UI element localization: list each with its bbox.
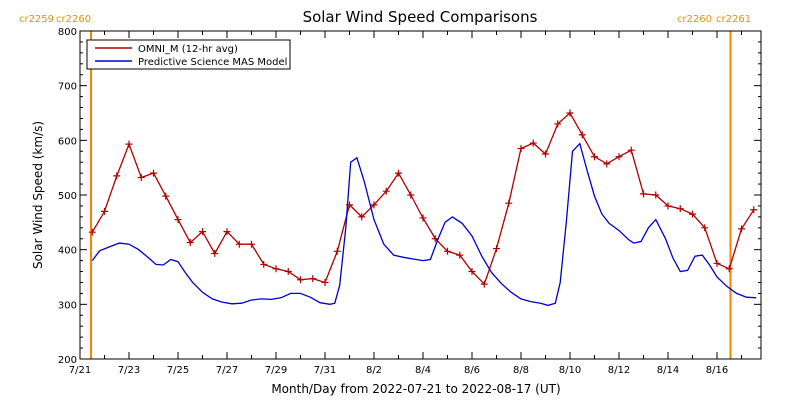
omni-data-point	[199, 228, 206, 236]
omni-data-point	[150, 169, 157, 177]
omni-data-point	[309, 275, 317, 283]
carrington-markers: cr2259 cr2260 cr2260 cr2261	[19, 14, 751, 359]
x-tick-label: 7/21	[69, 365, 91, 376]
omni-data-point	[627, 146, 635, 154]
omni-data-point	[211, 249, 219, 257]
legend: OMNI_M (12-hr avg) Predictive Science MA…	[86, 39, 291, 70]
x-tick-label: 8/8	[513, 365, 529, 376]
omni-data-point	[603, 160, 611, 168]
omni-data-point	[333, 247, 341, 255]
omni-series-line	[91, 111, 755, 286]
omni-data-point	[125, 140, 133, 148]
omni-data-point	[235, 240, 243, 248]
omni-data-point	[615, 153, 623, 161]
omni-data-point	[248, 240, 255, 248]
omni-data-point	[738, 225, 745, 233]
chart-title: Solar Wind Speed Comparisons	[303, 8, 538, 26]
x-tick-label: 8/4	[415, 365, 431, 376]
y-axis-label: Solar Wind Speed (km/s)	[31, 121, 45, 269]
omni-data-point	[113, 172, 121, 180]
y-tick-label: 300	[58, 300, 77, 311]
omni-data-point	[689, 210, 696, 218]
y-tick-label: 400	[58, 246, 77, 257]
omni-data-point	[358, 213, 366, 221]
omni-data-point	[284, 268, 292, 276]
omni-data-point	[529, 139, 537, 147]
model-series-line	[91, 142, 757, 307]
x-tick-label: 8/14	[657, 365, 679, 376]
omni-data-point	[468, 268, 476, 276]
omni-data-point	[444, 247, 451, 255]
x-axis-label: Month/Day from 2022-07-21 to 2022-08-17 …	[271, 382, 560, 396]
omni-data-point	[505, 199, 513, 207]
omni-data-point	[664, 202, 672, 210]
omni-data-point	[701, 224, 709, 232]
omni-data-point	[101, 207, 108, 215]
x-tick-label: 7/27	[216, 365, 238, 376]
omni-data-point	[554, 120, 562, 128]
x-tick-label: 7/31	[314, 365, 336, 376]
omni-data-point	[578, 131, 586, 139]
legend-box	[86, 39, 291, 70]
omni-data-point	[186, 239, 194, 247]
x-tick-label: 8/6	[464, 365, 480, 376]
carrington-label-right: cr2261	[716, 14, 751, 25]
omni-data-point	[517, 145, 525, 153]
omni-data-point	[640, 190, 647, 198]
omni-data-point	[542, 150, 549, 158]
omni-data-point	[407, 191, 415, 199]
legend-label-omni: OMNI_M (12-hr avg)	[138, 44, 238, 55]
x-tick-label: 8/16	[706, 365, 728, 376]
legend-label-model: Predictive Science MAS Model	[138, 57, 287, 68]
omni-data-point	[395, 169, 402, 177]
axes: 200 300 400 500 600 700 800 7/21 7/23 7/25 7/27 7/2…	[58, 27, 761, 376]
omni-data-point	[419, 214, 427, 222]
y-tick-label: 600	[58, 136, 77, 147]
omni-data-point	[272, 265, 280, 273]
omni-data-point	[382, 187, 390, 195]
carrington-label-left: cr2260	[677, 14, 712, 25]
y-tick-label: 800	[58, 27, 77, 38]
omni-data-point	[652, 191, 660, 199]
x-tick-label: 8/2	[366, 365, 382, 376]
omni-data-point	[456, 251, 464, 259]
y-tick-label: 700	[58, 82, 77, 93]
omni-data-point	[713, 259, 721, 267]
series-layer	[88, 109, 758, 307]
omni-data-point	[370, 201, 378, 209]
carrington-label-right: cr2260	[56, 14, 91, 25]
x-tick-label: 7/25	[167, 365, 189, 376]
y-tick-label: 200	[58, 355, 77, 366]
carrington-label-left: cr2259	[19, 14, 54, 25]
omni-data-point	[676, 205, 684, 213]
omni-data-point	[591, 153, 598, 161]
omni-data-point	[321, 278, 329, 286]
omni-data-point	[493, 245, 500, 253]
omni-data-point	[480, 280, 488, 288]
omni-data-point	[750, 206, 758, 214]
x-tick-label: 8/10	[559, 365, 581, 376]
x-tick-label: 7/23	[118, 365, 140, 376]
omni-data-point	[297, 276, 304, 284]
omni-data-point	[162, 192, 170, 200]
y-tick-label: 500	[58, 191, 77, 202]
omni-data-point	[174, 216, 182, 224]
omni-data-point	[725, 265, 733, 273]
omni-data-point	[223, 228, 231, 236]
x-tick-label: 7/29	[265, 365, 287, 376]
x-tick-label: 8/12	[608, 365, 630, 376]
omni-data-point	[137, 174, 145, 182]
omni-data-point	[566, 109, 574, 117]
omni-data-point	[260, 260, 268, 268]
omni-data-point	[88, 228, 96, 236]
